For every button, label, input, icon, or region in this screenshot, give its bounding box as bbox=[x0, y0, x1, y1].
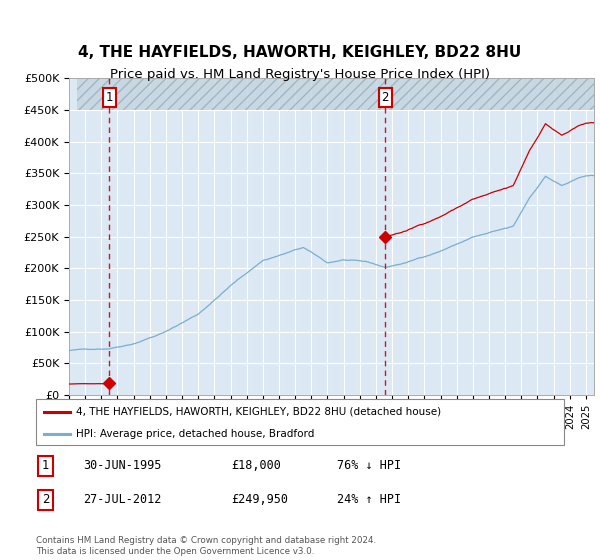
Text: 1: 1 bbox=[106, 91, 113, 104]
Text: £249,950: £249,950 bbox=[232, 493, 289, 506]
Text: 4, THE HAYFIELDS, HAWORTH, KEIGHLEY, BD22 8HU: 4, THE HAYFIELDS, HAWORTH, KEIGHLEY, BD2… bbox=[79, 45, 521, 60]
Text: HPI: Average price, detached house, Bradford: HPI: Average price, detached house, Brad… bbox=[76, 429, 314, 438]
Text: 27-JUL-2012: 27-JUL-2012 bbox=[83, 493, 162, 506]
Text: £18,000: £18,000 bbox=[232, 459, 281, 472]
Text: 2: 2 bbox=[382, 91, 389, 104]
Text: Contains HM Land Registry data © Crown copyright and database right 2024.
This d: Contains HM Land Registry data © Crown c… bbox=[36, 536, 376, 556]
Text: 30-JUN-1995: 30-JUN-1995 bbox=[83, 459, 162, 472]
Text: 4, THE HAYFIELDS, HAWORTH, KEIGHLEY, BD22 8HU (detached house): 4, THE HAYFIELDS, HAWORTH, KEIGHLEY, BD2… bbox=[76, 407, 441, 417]
Text: 24% ↑ HPI: 24% ↑ HPI bbox=[337, 493, 401, 506]
Text: 2: 2 bbox=[42, 493, 49, 506]
Text: Price paid vs. HM Land Registry's House Price Index (HPI): Price paid vs. HM Land Registry's House … bbox=[110, 68, 490, 81]
FancyBboxPatch shape bbox=[36, 399, 564, 445]
Text: 76% ↓ HPI: 76% ↓ HPI bbox=[337, 459, 401, 472]
Text: 1: 1 bbox=[42, 459, 49, 472]
